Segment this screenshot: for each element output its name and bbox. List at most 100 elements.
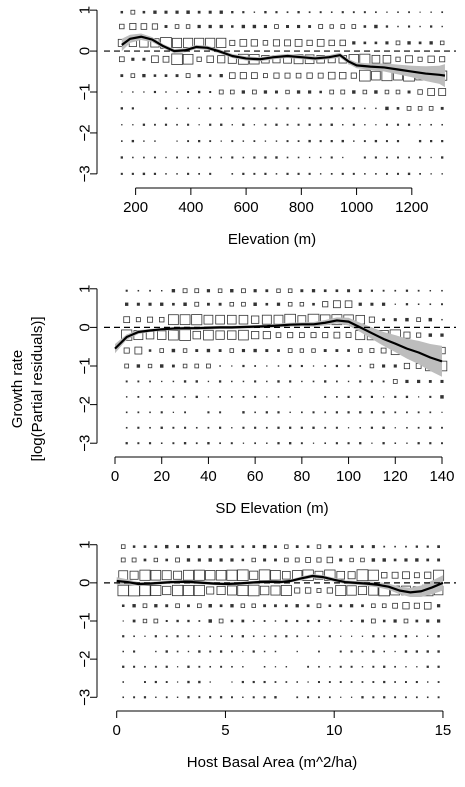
data-point-square	[120, 107, 123, 110]
data-point-square	[198, 172, 201, 175]
data-point-square	[289, 411, 291, 414]
data-point-square	[173, 570, 183, 580]
data-point-square	[176, 173, 178, 175]
data-point-square	[142, 73, 146, 78]
data-point-square	[119, 23, 125, 30]
x-tick-label: 600	[234, 199, 259, 216]
data-point-square	[176, 123, 178, 126]
data-point-square	[218, 380, 222, 383]
data-point-square	[253, 302, 257, 306]
data-point-square	[274, 620, 277, 622]
data-point-square	[155, 650, 157, 653]
data-point-square	[131, 57, 135, 61]
data-point-square	[427, 88, 435, 96]
data-point-square	[437, 665, 440, 668]
data-point-square	[286, 25, 290, 29]
data-point-square	[195, 380, 198, 383]
data-point-square	[164, 74, 168, 77]
data-point-square	[122, 635, 125, 638]
data-point-square	[393, 558, 397, 562]
data-point-square	[405, 395, 409, 399]
y-tick-label: −2	[76, 651, 93, 668]
data-point-square	[137, 426, 140, 429]
x-tick-label: 120	[383, 468, 408, 485]
data-point-square	[196, 56, 202, 62]
data-point-square	[288, 442, 292, 445]
data-point-square	[174, 24, 180, 29]
data-point-square	[339, 72, 347, 80]
data-point-square	[402, 602, 410, 610]
data-point-square	[253, 156, 256, 159]
data-point-square	[312, 302, 315, 306]
data-point-square	[347, 427, 350, 429]
data-point-square	[277, 349, 280, 352]
data-point-square	[330, 172, 333, 175]
data-point-square	[359, 69, 371, 82]
data-point-square	[308, 172, 311, 175]
data-point-square	[308, 139, 311, 143]
data-point-square	[396, 123, 400, 126]
data-point-square	[405, 303, 409, 306]
data-point-square	[187, 619, 190, 623]
data-point-square	[251, 557, 256, 563]
x-tick-label: 60	[247, 468, 264, 485]
data-point-square	[132, 156, 134, 159]
data-point-square	[193, 569, 205, 581]
data-point-square	[215, 330, 225, 340]
data-point-square	[153, 172, 157, 175]
data-point-square	[242, 426, 245, 429]
data-point-square	[340, 696, 342, 698]
data-point-square	[286, 156, 289, 159]
data-point-square	[374, 156, 377, 159]
data-point-square	[187, 140, 190, 143]
data-point-square	[133, 696, 136, 699]
data-point-square	[207, 396, 210, 398]
data-point-square	[385, 41, 389, 45]
data-point-square	[187, 604, 190, 608]
data-point-square	[176, 635, 179, 638]
data-point-square	[275, 332, 282, 338]
data-point-square	[305, 557, 311, 563]
data-point-square	[175, 603, 180, 609]
y-tick-label: −3	[76, 165, 93, 182]
data-point-square	[285, 635, 288, 638]
data-point-square	[277, 442, 280, 445]
data-point-square	[230, 619, 234, 623]
data-point-square	[300, 364, 303, 368]
data-point-square	[275, 173, 278, 175]
data-point-square	[250, 39, 258, 47]
data-point-square	[316, 544, 322, 549]
data-point-square	[359, 411, 362, 414]
data-point-square	[259, 585, 270, 596]
data-point-square	[242, 442, 245, 444]
data-point-square	[308, 156, 311, 159]
data-point-square	[350, 620, 353, 622]
data-point-square	[231, 665, 233, 668]
data-point-square	[347, 571, 356, 580]
data-point-square	[242, 123, 245, 126]
data-point-square	[122, 620, 124, 622]
data-point-square	[323, 289, 327, 293]
data-point-square	[347, 289, 351, 293]
data-point-square	[323, 349, 327, 353]
data-point-square	[254, 426, 257, 429]
data-point-square	[215, 314, 225, 325]
data-point-square	[132, 91, 134, 93]
data-point-square	[220, 140, 222, 142]
data-point-square	[428, 380, 432, 383]
data-point-square	[276, 302, 281, 306]
data-point-square	[341, 107, 344, 110]
x-tick-label: 100	[336, 468, 361, 485]
data-point-square	[352, 107, 355, 110]
data-point-square	[159, 316, 165, 323]
data-point-square	[317, 681, 320, 684]
data-point-square	[419, 172, 421, 175]
data-point-square	[237, 584, 249, 597]
data-point-square	[441, 25, 443, 28]
data-point-square	[187, 635, 190, 638]
x-tick-label: 800	[289, 199, 314, 216]
data-point-square	[286, 107, 289, 110]
data-point-square	[253, 124, 256, 126]
data-point-square	[176, 140, 178, 142]
data-point-square	[209, 107, 212, 110]
